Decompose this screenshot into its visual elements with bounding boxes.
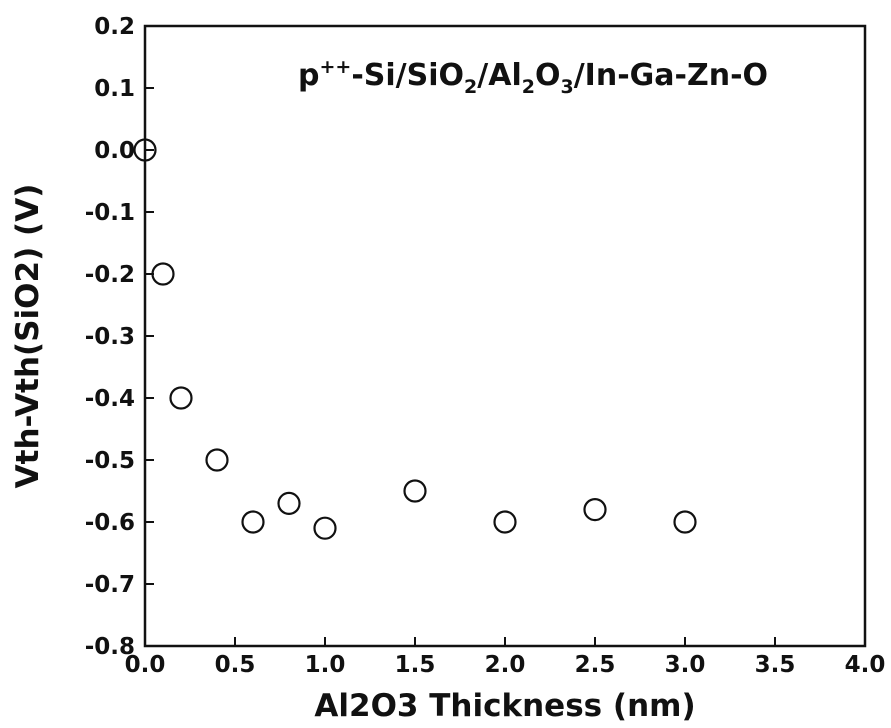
x-tick-label: 2.5 [575,652,616,678]
y-tick-label: -0.7 [85,572,135,598]
data-point [277,491,301,515]
x-tick-label: 0.5 [215,652,256,678]
data-point [583,498,607,522]
y-tick-label: 0.1 [94,76,135,102]
data-point [493,510,517,534]
x-tick-label: 1.5 [395,652,436,678]
x-axis-title: Al2O3 Thickness (nm) [314,688,695,724]
y-tick-label: -0.5 [85,448,135,474]
x-tick-label: 2.0 [485,652,526,678]
data-point [169,386,193,410]
plot-area-frame [143,24,867,648]
data-point [403,479,427,503]
y-axis-title: Vth-Vth(SiO2) (V) [10,184,46,489]
x-tick-label: 0.0 [125,652,166,678]
data-point [673,510,697,534]
data-point [313,516,337,540]
y-tick-label: -0.2 [85,262,135,288]
y-axis-ticks: 0.2 0.1 0.0 -0.1 -0.2 -0.3 -0.4 -0.5 -0.6 -0.7 -0.… [85,14,154,660]
data-points [133,138,697,540]
data-point [205,448,229,472]
x-tick-label: 1.0 [305,652,346,678]
y-tick-label: 0.0 [94,138,135,164]
y-tick-label: -0.6 [85,510,135,536]
x-axis-ticks: 0.0 0.5 1.0 1.5 2.0 2.5 3.0 3.5 4.0 [125,637,886,678]
y-tick-label: 0.2 [94,14,135,40]
x-tick-label: 3.5 [755,652,796,678]
data-point [151,262,175,286]
sample-stack-annotation: p++-Si/SiO2/Al2O3/In-Ga-Zn-O [298,56,768,98]
data-point [241,510,265,534]
y-tick-label: -0.1 [85,200,135,226]
y-tick-label: -0.4 [85,386,135,412]
y-tick-label: -0.3 [85,324,135,350]
y-tick-label: -0.8 [85,634,135,660]
x-tick-label: 4.0 [845,652,886,678]
x-tick-label: 3.0 [665,652,706,678]
